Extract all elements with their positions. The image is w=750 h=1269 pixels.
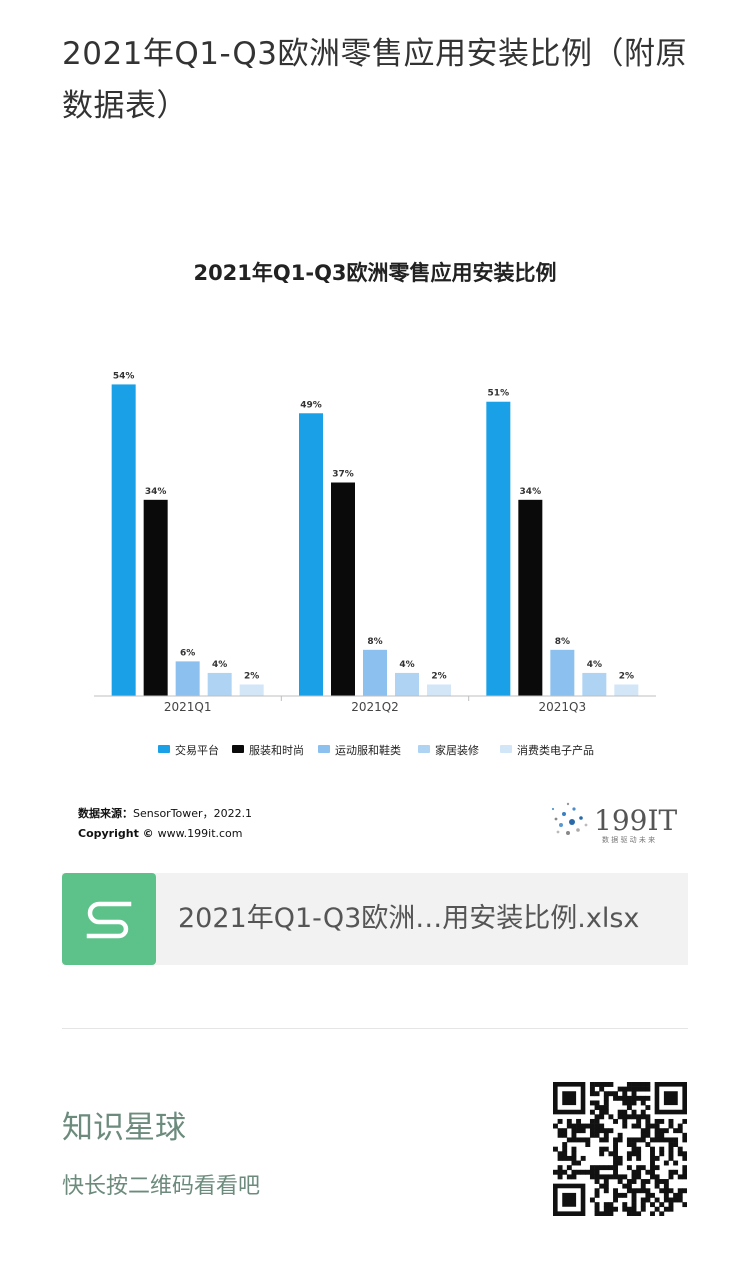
promo-title: 知识星球 bbox=[62, 1110, 186, 1146]
qr-code[interactable] bbox=[553, 1082, 688, 1217]
legend-item-label: 运动服和鞋类 bbox=[335, 743, 401, 757]
attachment-card[interactable]: 2021年Q1-Q3欧洲…用安装比例.xlsx bbox=[62, 873, 688, 965]
value-label-1-2: 34% bbox=[145, 487, 167, 497]
logo-subtext: 数 据 驱 动 未 来 bbox=[602, 835, 655, 844]
bar-1-2 bbox=[143, 499, 168, 696]
source-note: 数据来源：SensorTower，2022.1 Copyright © www.1… bbox=[78, 806, 252, 840]
bar-3-2 bbox=[518, 499, 543, 696]
legend-swatch bbox=[232, 745, 244, 753]
bar-2-3 bbox=[363, 649, 387, 696]
divider bbox=[62, 1028, 688, 1029]
copyright-label: Copyright © bbox=[78, 827, 154, 840]
bar-2-4 bbox=[395, 672, 419, 696]
value-label-2-3: 8% bbox=[367, 637, 382, 647]
x-tick-label: 2021Q1 bbox=[164, 700, 212, 714]
value-label-1-1: 54% bbox=[113, 371, 135, 381]
bar-3-3 bbox=[550, 649, 575, 696]
value-label-2-2: 37% bbox=[332, 470, 354, 480]
source-text: SensorTower，2022.1 bbox=[133, 807, 252, 820]
x-tick-label: 2021Q2 bbox=[351, 700, 399, 714]
x-tick-label: 2021Q3 bbox=[539, 700, 587, 714]
spreadsheet-s-icon bbox=[62, 873, 156, 965]
bar-1-3 bbox=[175, 661, 200, 696]
article-title: 2021年Q1-Q3欧洲零售应用安装比例（附原数据表） bbox=[62, 36, 687, 124]
value-label-3-4: 4% bbox=[587, 660, 602, 670]
chart-title: 2021年Q1-Q3欧洲零售应用安装比例 bbox=[193, 261, 556, 285]
legend-swatch bbox=[500, 745, 512, 753]
value-label-1-4: 4% bbox=[212, 660, 227, 670]
value-label-3-5: 2% bbox=[619, 671, 634, 681]
value-label-3-3: 8% bbox=[555, 637, 570, 647]
bar-1-5 bbox=[239, 684, 264, 696]
bar-3-4 bbox=[582, 672, 607, 696]
legend-swatch bbox=[318, 745, 330, 753]
legend-swatch bbox=[418, 745, 430, 753]
svg-text:数据来源：SensorTower，2022.1: 数据来源：SensorTower，2022.1 bbox=[78, 806, 252, 820]
copyright-text: www.199it.com bbox=[158, 827, 243, 840]
bar-1-4 bbox=[207, 672, 232, 696]
value-label-3-2: 34% bbox=[520, 487, 542, 497]
chart-image: 2021年Q1-Q3欧洲零售应用安装比例 54% 34% 6% 4% 2% 49% 37% 8… bbox=[62, 230, 688, 850]
bar-2-2 bbox=[331, 482, 355, 696]
attachment-file-name[interactable]: 2021年Q1-Q3欧洲…用安装比例.xlsx bbox=[178, 903, 640, 934]
logo-text: 199IT bbox=[594, 804, 678, 837]
bar-3-1 bbox=[486, 401, 511, 696]
bars-layer: 54% 34% 6% 4% 2% 49% 37% 8% 4% 2% 51% 34% 8% 4% 2% bbox=[111, 371, 639, 696]
bar-2-5 bbox=[427, 684, 451, 696]
bar-1-1 bbox=[111, 384, 136, 696]
bar-2-1 bbox=[299, 413, 323, 696]
x-axis: 2021Q1 2021Q2 2021Q3 bbox=[94, 695, 656, 714]
value-label-2-4: 4% bbox=[399, 660, 414, 670]
value-label-2-1: 49% bbox=[300, 400, 322, 410]
promo-subtitle: 快长按二维码看看吧 bbox=[62, 1174, 261, 1199]
legend-item-label: 消费类电子产品 bbox=[517, 743, 594, 757]
legend-item-label: 家居装修 bbox=[435, 743, 479, 757]
value-label-3-1: 51% bbox=[488, 389, 510, 399]
value-label-2-5: 2% bbox=[431, 671, 446, 681]
value-label-1-5: 2% bbox=[244, 671, 259, 681]
logo-199it: 199IT 数 据 驱 动 未 来 bbox=[551, 802, 678, 844]
legend-item-label: 交易平台 bbox=[175, 743, 219, 757]
source-label: 数据来源： bbox=[78, 806, 133, 820]
bar-3-5 bbox=[614, 684, 639, 696]
legend: 交易平台 服装和时尚 运动服和鞋类 家居装修 消费类电子产品 bbox=[158, 743, 594, 757]
bar-chart: 2021年Q1-Q3欧洲零售应用安装比例 54% 34% 6% 4% 2% 49% 37% 8… bbox=[78, 261, 678, 844]
legend-item-label: 服装和时尚 bbox=[249, 743, 304, 757]
legend-swatch bbox=[158, 745, 170, 753]
svg-text:Copyright ©www.199it.com: Copyright © www.199it.com bbox=[78, 827, 243, 840]
dandelion-icon bbox=[551, 802, 588, 835]
value-label-1-3: 6% bbox=[180, 648, 195, 658]
